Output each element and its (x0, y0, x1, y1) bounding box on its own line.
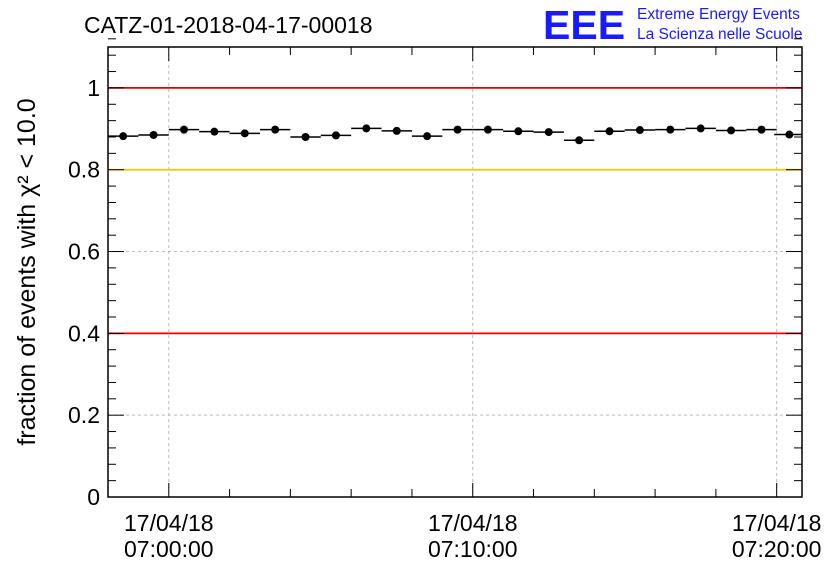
data-point (149, 130, 158, 139)
axis-ticks (107, 38, 802, 498)
data-point (483, 125, 492, 134)
x-tick-label-time: 07:00:00 (124, 536, 214, 562)
x-tick-label-date: 17/04/18 (732, 510, 822, 536)
data-points (108, 124, 802, 145)
data-point (301, 133, 310, 141)
data-point (392, 126, 401, 135)
chart-title: CATZ-01-2018-04-17-00018 (84, 12, 373, 38)
y-tick-label: 0 (87, 484, 100, 510)
plot-frame (107, 46, 803, 498)
data-point (575, 136, 584, 145)
data-point (514, 127, 523, 136)
logo-mark: EEE (543, 2, 625, 48)
data-point (423, 132, 432, 141)
data-point (210, 127, 219, 136)
x-tick-label-time: 07:20:00 (732, 536, 822, 562)
x-tick-label-date: 17/04/18 (428, 510, 518, 536)
data-point (331, 131, 340, 140)
grid-lines (108, 47, 802, 498)
y-tick-label: 1 (87, 75, 100, 101)
x-tick-labels: 17/04/1807:00:0017/04/1807:10:0017/04/18… (124, 510, 821, 562)
y-tick-label: 0.2 (68, 402, 100, 428)
data-point (240, 129, 249, 138)
data-point (757, 125, 766, 134)
data-point (785, 130, 794, 139)
x-tick-label-date: 17/04/18 (124, 510, 214, 536)
logo: EEE Extreme Energy Events La Scienza nel… (543, 2, 802, 48)
y-tick-label: 0.8 (68, 157, 100, 183)
reference-lines (108, 87, 802, 335)
data-point (605, 127, 614, 136)
data-point (179, 125, 188, 134)
data-point (544, 128, 553, 137)
data-point (362, 124, 371, 133)
data-point (635, 126, 644, 135)
logo-line-1: Extreme Energy Events (637, 6, 800, 23)
x-tick-label-time: 07:10:00 (428, 536, 518, 562)
y-tick-labels: 0 0.2 0.4 0.6 0.8 1 (68, 75, 100, 510)
data-point (666, 125, 675, 134)
data-point (119, 132, 128, 141)
data-point (696, 124, 705, 133)
y-axis-label: fraction of events with χ² < 10.0 (13, 98, 41, 445)
data-point (271, 125, 280, 134)
logo-line-2: La Scienza nelle Scuole (637, 26, 802, 43)
y-tick-label: 0.6 (68, 239, 100, 265)
data-point (453, 125, 462, 134)
data-point (727, 126, 736, 135)
y-tick-label: 0.4 (68, 320, 100, 346)
